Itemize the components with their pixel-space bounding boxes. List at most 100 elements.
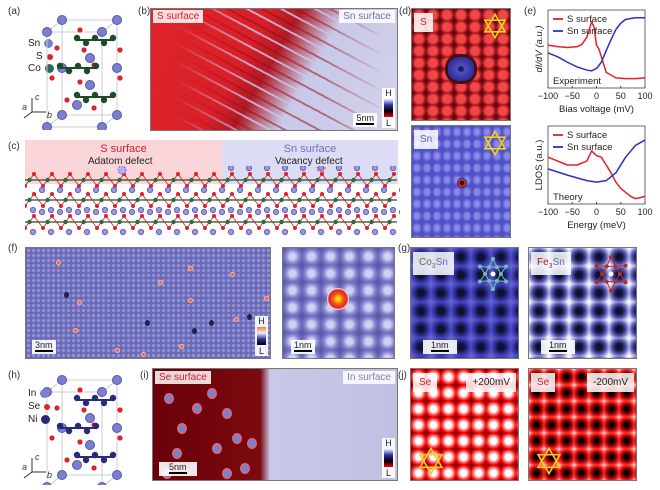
sn-atom (146, 208, 154, 216)
axis-label-b: b (47, 110, 52, 120)
metal-atom (369, 197, 374, 203)
metal-atom (27, 219, 32, 225)
kagome-triangle (614, 265, 627, 275)
chalcogen-atom (365, 204, 369, 208)
sn-atom (65, 206, 73, 214)
sn-atom (389, 228, 397, 236)
sn-atom (47, 206, 55, 214)
in-island (213, 444, 221, 453)
sn-atom (335, 206, 343, 214)
adatom-defect (457, 178, 467, 188)
scale-bar: 5nm (353, 113, 377, 127)
metal-atom (63, 177, 68, 183)
adatom-defect (234, 316, 240, 322)
star-triangle (418, 447, 444, 469)
kagome-triangle (614, 273, 627, 283)
chalcogen-atom (140, 172, 144, 176)
sn-atom (128, 208, 136, 216)
chalcogen-atom (320, 214, 324, 218)
kagome-overlay-icon (477, 256, 509, 292)
kagome-triangle (605, 256, 617, 267)
sn-atom (371, 228, 379, 236)
pnictogen-atom (57, 375, 67, 385)
sn-atom (38, 208, 46, 216)
chalcogen-atom (32, 214, 36, 218)
metal-atom (225, 219, 230, 225)
sn-atom (389, 166, 397, 172)
metal-atom (117, 219, 122, 225)
metal-atom (315, 197, 320, 203)
x-tick-label: 100 (637, 91, 652, 101)
metal-atom (315, 219, 320, 225)
metal-atom (207, 197, 212, 203)
chalcogen-atom (77, 387, 83, 393)
chalcogen-atom (86, 214, 90, 218)
chalcogen-atom (77, 27, 83, 33)
axis-label-c: c (35, 92, 40, 102)
sn-atom (263, 228, 271, 236)
s-surface-title: S surface (100, 143, 147, 155)
sn-atom (353, 206, 361, 214)
chalcogen-atom (104, 214, 108, 218)
chalcogen-atom (25, 184, 27, 188)
chalcogen-atom (311, 204, 315, 208)
sn-atom (128, 186, 136, 194)
axis-label-c: c (35, 452, 40, 462)
transition-metal-atom (100, 456, 108, 464)
in-island (241, 464, 249, 473)
chalcogen-atom (185, 226, 189, 230)
in-island (233, 434, 241, 443)
legend-label: Sn surface (567, 26, 612, 37)
metal-atom (351, 177, 356, 183)
kagome-atom (504, 264, 509, 269)
kagome-atom (477, 264, 482, 269)
chalcogen-atom (230, 214, 234, 218)
metal-atom (243, 197, 248, 203)
scale-label: 5nm (356, 113, 374, 125)
chalcogen-atom (248, 192, 252, 196)
kagome-atom (594, 280, 599, 285)
adatom-defect (72, 328, 78, 333)
chalcogen-atom (338, 172, 342, 176)
metal-atom (81, 177, 86, 183)
chalcogen-atom (284, 192, 288, 196)
legend-co: Co (28, 63, 54, 74)
axis-label-a: a (22, 462, 27, 472)
sn-atom (281, 228, 289, 236)
metal-atom (99, 177, 104, 183)
sn-atom (182, 208, 190, 216)
cell-edge (48, 474, 119, 485)
s-surface-region (25, 140, 222, 184)
tag-text: Fe (537, 257, 549, 268)
chalcogen-atom (50, 172, 54, 176)
legend-label: In (28, 388, 37, 399)
metal-atom (45, 177, 50, 183)
sn-atom (263, 206, 271, 214)
chalcogen-atom (374, 214, 378, 218)
metal-atom (135, 197, 140, 203)
adatom-defect (117, 166, 127, 175)
transition-metal-atom (83, 427, 91, 435)
chalcogen-atom (81, 407, 87, 413)
chalcogen-atom (212, 192, 216, 196)
chalcogen-atom (25, 226, 27, 230)
chalcogen-atom (64, 457, 70, 463)
adatom-defect-label: Adatom defect (88, 156, 153, 167)
chalcogen-atom (176, 172, 180, 176)
pnictogen-atom (42, 482, 52, 485)
pnictogen-atom (85, 80, 95, 90)
adatom-defect (264, 296, 269, 301)
metal-atom (297, 219, 302, 225)
kagome-atom (487, 278, 492, 283)
legend-in: In (28, 388, 50, 399)
sn-atom (209, 228, 217, 236)
scale-bar: 1nm (291, 340, 315, 354)
kagome-atom (604, 264, 609, 269)
chalcogen-atom (95, 204, 99, 208)
adatom-defect (55, 260, 61, 265)
sn-atom (317, 228, 325, 236)
sn-atom (47, 228, 55, 236)
